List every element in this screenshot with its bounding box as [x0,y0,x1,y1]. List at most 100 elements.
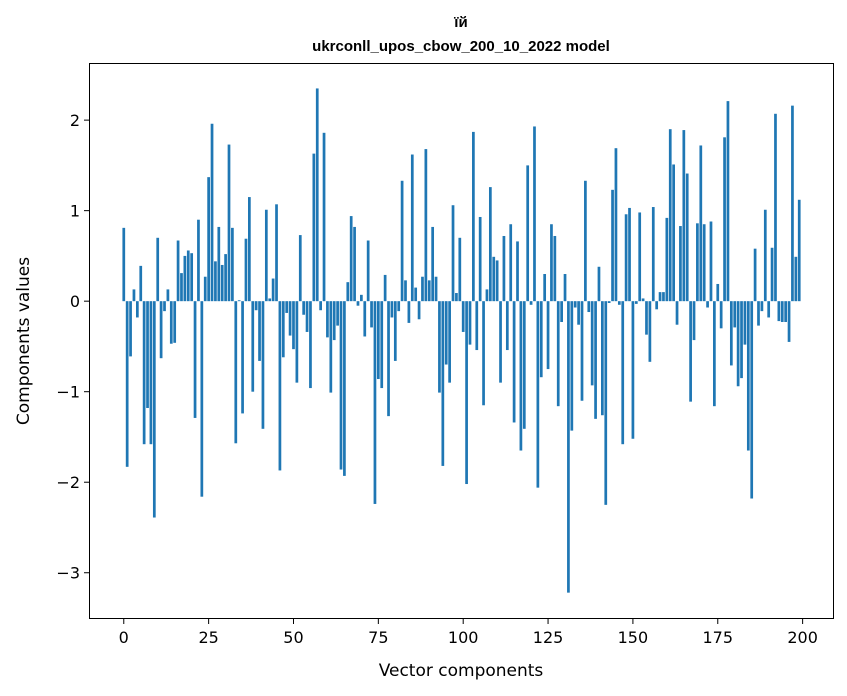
bar [180,273,183,302]
bar [176,240,180,302]
x-tick-label: 125 [533,628,564,647]
bar [563,274,567,302]
bar [573,301,577,308]
bar [326,301,329,338]
bar [390,301,394,318]
bar [733,301,737,328]
bar [495,260,499,302]
bar [251,301,255,392]
bar [264,209,268,302]
bar [634,301,638,304]
bar [709,221,713,302]
bar [509,224,513,302]
bar [441,301,445,466]
bar [231,227,234,302]
bar [706,301,709,308]
bar [227,144,231,302]
bar [655,301,659,310]
bar [210,123,214,302]
bar [214,261,217,302]
bar [601,301,604,416]
bar [679,226,682,302]
bar [346,282,350,302]
bar [224,254,227,302]
bar [702,224,706,302]
bar [472,131,475,302]
bar [166,289,170,302]
bar [645,301,648,335]
bar [468,301,472,345]
bar [305,301,309,332]
bar [648,301,652,362]
chart-title: їй [453,14,467,31]
bar [285,301,289,313]
bar [689,301,692,402]
bar [322,132,326,302]
bar [387,301,390,417]
x-tick-label: 75 [368,628,388,647]
bar [281,301,285,358]
bar [567,301,570,593]
bar [590,301,594,386]
bar [617,301,621,305]
bar [329,301,333,393]
bar [777,301,781,322]
bar [312,153,316,302]
bar [536,301,540,488]
bar [149,301,153,445]
bar [594,301,597,419]
bar [492,256,496,302]
bar [438,301,441,393]
bar [529,301,533,305]
bar [129,301,132,357]
bar [207,177,210,302]
bar [597,266,601,302]
bar [580,301,584,401]
bar [241,301,244,414]
bar [502,235,506,302]
bar [414,287,418,302]
bar [668,129,672,302]
bar [757,301,760,326]
bar [339,301,343,470]
bar [672,164,675,302]
bar [203,276,207,302]
bar [271,278,275,302]
bar [295,301,299,383]
bar [132,289,136,302]
bar [611,189,614,302]
bar [139,265,143,302]
bar [383,274,387,302]
bar [763,209,767,302]
bar [736,301,740,387]
bar [200,301,204,497]
bar [431,226,435,302]
bar [237,300,241,302]
x-axis-ticks: 0 25 50 75 100 125 150 175 200 [119,618,818,647]
bar [797,199,801,302]
bar [125,301,129,467]
bar [258,301,261,361]
bar [183,255,187,302]
bar [298,235,302,302]
chart-subtitle: ukrconll_upos_cbow_200_10_2022 model [312,38,610,55]
bar [461,301,465,332]
bar [451,205,455,302]
bar [713,301,716,407]
bar [152,301,156,518]
bar [458,237,462,302]
bar [417,301,421,320]
bar [421,276,424,302]
bar [556,301,560,407]
bar [404,280,407,302]
bar [465,301,468,485]
bar [631,301,635,439]
bar [366,240,370,302]
bar [156,237,160,302]
bars-group [122,88,801,593]
bar [505,301,509,351]
bar [376,301,380,380]
y-tick-label: −2 [56,473,80,492]
bar [787,301,791,342]
